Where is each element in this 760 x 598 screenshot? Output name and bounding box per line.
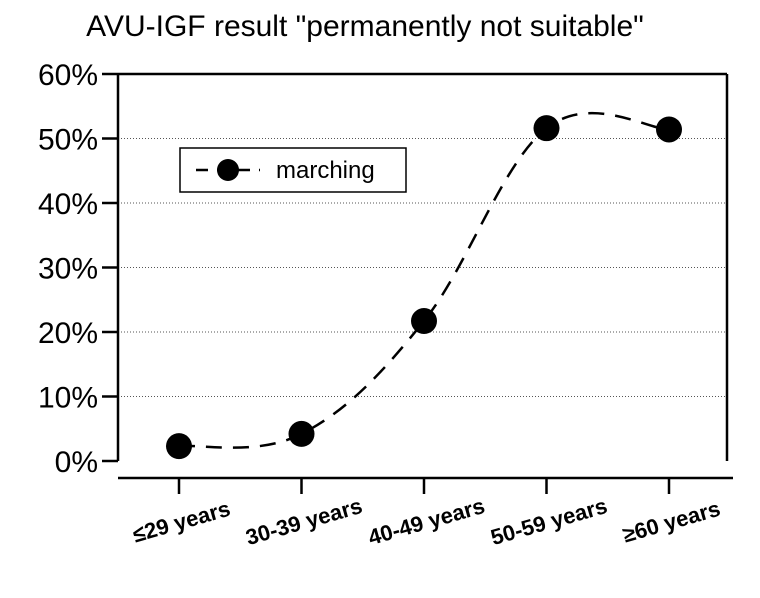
y-tick-label: 0% [55,446,98,479]
data-point [656,116,682,143]
legend-marker [217,159,239,181]
legend-label-marching: marching [276,157,375,184]
x-tick-label: 40-49 years [365,493,487,550]
data-point [288,420,315,447]
gridlines [118,138,727,397]
legend: marching [179,147,407,193]
data-point [166,433,192,460]
y-tick-label: 20% [38,317,98,350]
data-point [533,115,560,142]
y-tick-label: 30% [38,253,98,286]
y-tick-label: 40% [38,188,98,221]
y-tick-label: 10% [38,382,98,415]
x-tick-label: 30-39 years [243,493,365,550]
series-marching [166,111,682,460]
y-tick-label: 50% [38,124,98,157]
y-axis-ticks: 0% 10% 20% 30% 40% 50% 60% [38,59,118,479]
x-tick-label: 50-59 years [488,493,610,550]
x-axis-ticks: ≤29 years 30-39 years 40-49 years 50-59 yea… [130,478,723,550]
x-tick-label: ≤29 years [130,496,233,548]
x-tick-label: ≥60 years [620,496,723,548]
axes [116,72,733,480]
data-point [411,308,437,335]
chart-title: AVU-IGF result "permanently not suitable… [86,10,644,43]
y-tick-label: 60% [38,59,98,92]
